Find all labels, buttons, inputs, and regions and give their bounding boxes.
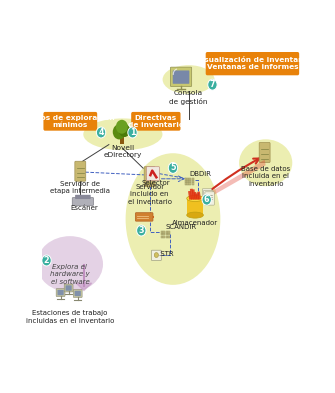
Text: 5: 5 xyxy=(170,163,176,173)
Bar xyxy=(161,231,163,233)
Text: Explora el
hardware y
el software: Explora el hardware y el software xyxy=(50,264,90,285)
FancyBboxPatch shape xyxy=(173,70,189,84)
Text: Directivas
de inventario: Directivas de inventario xyxy=(128,115,184,128)
Text: 3: 3 xyxy=(139,226,144,235)
Text: Novell
eDirectory: Novell eDirectory xyxy=(103,145,142,158)
Text: Servidor de
etapa intermedia: Servidor de etapa intermedia xyxy=(50,181,110,195)
Bar xyxy=(166,233,168,235)
Ellipse shape xyxy=(162,65,214,94)
Bar xyxy=(161,236,163,238)
Circle shape xyxy=(128,127,137,138)
Bar xyxy=(187,180,189,182)
Circle shape xyxy=(116,120,128,134)
Ellipse shape xyxy=(83,118,162,150)
Polygon shape xyxy=(76,283,92,290)
Text: SCANDIR: SCANDIR xyxy=(166,224,197,230)
Bar xyxy=(189,182,191,185)
Circle shape xyxy=(96,127,106,138)
Text: Selector: Selector xyxy=(142,180,171,186)
Text: 6: 6 xyxy=(204,195,209,204)
FancyBboxPatch shape xyxy=(151,250,161,261)
Bar xyxy=(189,180,191,182)
Circle shape xyxy=(208,79,217,90)
FancyBboxPatch shape xyxy=(72,198,93,206)
FancyBboxPatch shape xyxy=(131,112,181,131)
Circle shape xyxy=(168,162,178,173)
FancyBboxPatch shape xyxy=(205,192,214,205)
Circle shape xyxy=(42,255,51,266)
Bar xyxy=(161,233,163,235)
Circle shape xyxy=(113,124,126,140)
Bar xyxy=(163,233,165,235)
Bar xyxy=(187,198,203,215)
Ellipse shape xyxy=(187,212,203,218)
Text: 4: 4 xyxy=(98,128,104,137)
Text: 7: 7 xyxy=(210,80,215,89)
Bar xyxy=(192,178,194,180)
FancyBboxPatch shape xyxy=(135,213,153,221)
FancyBboxPatch shape xyxy=(75,291,81,296)
FancyBboxPatch shape xyxy=(75,195,91,199)
Bar xyxy=(120,136,124,144)
FancyBboxPatch shape xyxy=(64,284,73,292)
FancyBboxPatch shape xyxy=(73,290,82,298)
Circle shape xyxy=(119,124,130,137)
Ellipse shape xyxy=(126,153,220,285)
FancyBboxPatch shape xyxy=(202,189,212,202)
FancyBboxPatch shape xyxy=(75,161,86,181)
Ellipse shape xyxy=(187,195,203,202)
Text: Estaciones de trabajo
incluidas en el inventario: Estaciones de trabajo incluidas en el in… xyxy=(26,310,114,324)
FancyBboxPatch shape xyxy=(146,167,159,181)
Bar xyxy=(192,182,194,185)
Bar xyxy=(187,178,189,180)
Bar xyxy=(189,178,191,180)
Bar xyxy=(166,236,168,238)
Bar xyxy=(163,236,165,238)
Text: Visualización de inventario
Ventanas de informes: Visualización de inventario Ventanas de … xyxy=(196,57,309,70)
Text: Datos de exploración
mínimos: Datos de exploración mínimos xyxy=(26,114,115,129)
Circle shape xyxy=(154,253,158,257)
Bar xyxy=(168,236,170,238)
FancyBboxPatch shape xyxy=(171,67,192,86)
Text: Almacenador: Almacenador xyxy=(172,220,218,226)
Bar xyxy=(185,180,187,182)
Bar xyxy=(166,231,168,233)
Polygon shape xyxy=(203,160,266,200)
FancyBboxPatch shape xyxy=(56,288,65,296)
FancyBboxPatch shape xyxy=(66,285,72,291)
Circle shape xyxy=(137,225,146,236)
Text: .STR: .STR xyxy=(159,251,174,257)
Text: Servidor
incluido en
el inventario: Servidor incluido en el inventario xyxy=(128,184,172,205)
FancyBboxPatch shape xyxy=(58,290,64,295)
FancyBboxPatch shape xyxy=(144,167,155,187)
Text: Escáner: Escáner xyxy=(70,204,98,211)
Bar xyxy=(163,231,165,233)
Text: DBDIR: DBDIR xyxy=(189,171,211,177)
Ellipse shape xyxy=(239,139,292,186)
Bar xyxy=(168,231,170,233)
Text: Base de datos
incluida en el
inventario: Base de datos incluida en el inventario xyxy=(241,166,290,187)
FancyBboxPatch shape xyxy=(206,52,299,75)
Bar xyxy=(185,178,187,180)
Text: Consola
de gestión: Consola de gestión xyxy=(169,90,208,105)
Text: 1: 1 xyxy=(130,128,135,137)
FancyBboxPatch shape xyxy=(204,190,213,204)
Bar xyxy=(185,182,187,185)
FancyBboxPatch shape xyxy=(259,143,270,162)
Bar xyxy=(192,180,194,182)
FancyBboxPatch shape xyxy=(44,112,97,131)
Text: 2: 2 xyxy=(44,256,49,265)
Circle shape xyxy=(202,194,211,205)
Bar xyxy=(168,233,170,235)
Bar xyxy=(187,182,189,185)
Ellipse shape xyxy=(37,236,103,292)
